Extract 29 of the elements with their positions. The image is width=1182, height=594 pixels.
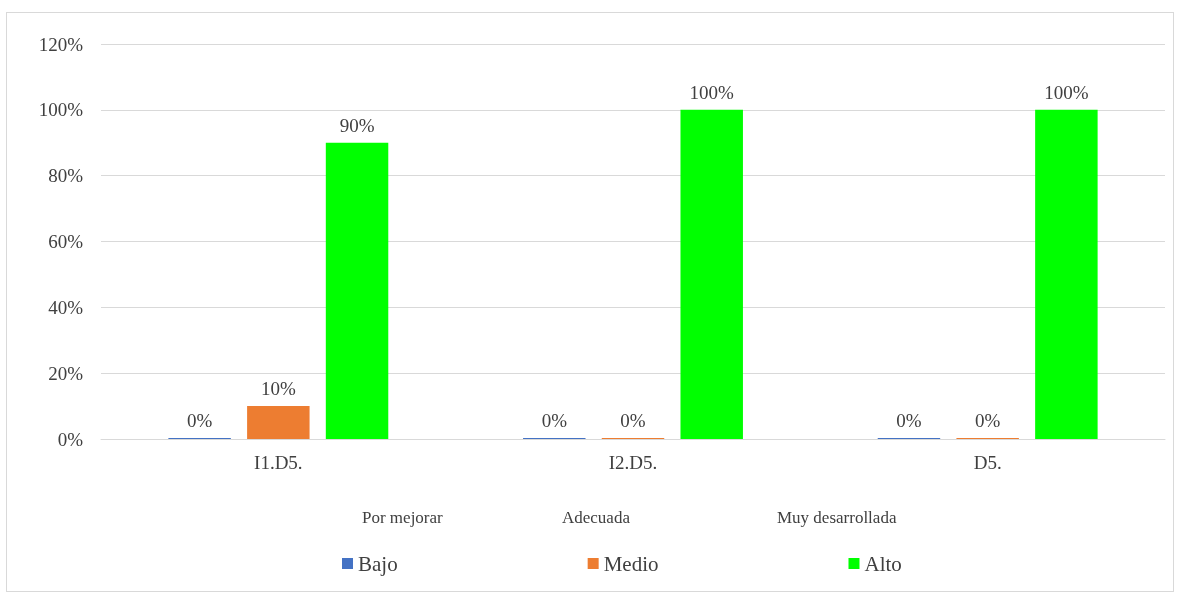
text: Por mejorar [362, 508, 444, 527]
bar [247, 406, 310, 439]
legend-label: Alto [864, 551, 902, 576]
data-label: 0% [620, 410, 646, 431]
text: Adecuada [562, 508, 631, 527]
bar [680, 109, 743, 439]
y-tick-label: 60% [48, 231, 84, 252]
data-label: 90% [339, 114, 375, 136]
data-label: 100% [689, 81, 735, 103]
data-label: 10% [260, 378, 296, 400]
y-tick-label: 80% [48, 165, 84, 187]
bar [325, 142, 389, 439]
y-tick-label: 100% [38, 99, 84, 121]
x-tick-label: I2.D5. [608, 452, 658, 473]
x-tick-label: I1.D5. [254, 452, 303, 473]
y-tick-label: 0% [57, 428, 84, 450]
legend-label: Medio [603, 551, 659, 576]
bar [1035, 109, 1098, 439]
y-tick-label: 20% [48, 362, 84, 384]
data-label: 0% [896, 410, 922, 431]
y-tick-label: 40% [48, 296, 84, 318]
data-label: 100% [1044, 81, 1089, 103]
legend-label: Bajo [358, 551, 398, 576]
y-tick-label: 120% [38, 33, 84, 55]
x-tick-label: D5. [973, 452, 1002, 473]
data-label: 0% [186, 410, 213, 431]
data-label: 0% [975, 410, 1001, 431]
text: Muy desarrollada [777, 508, 897, 527]
data-label: 0% [541, 410, 568, 431]
